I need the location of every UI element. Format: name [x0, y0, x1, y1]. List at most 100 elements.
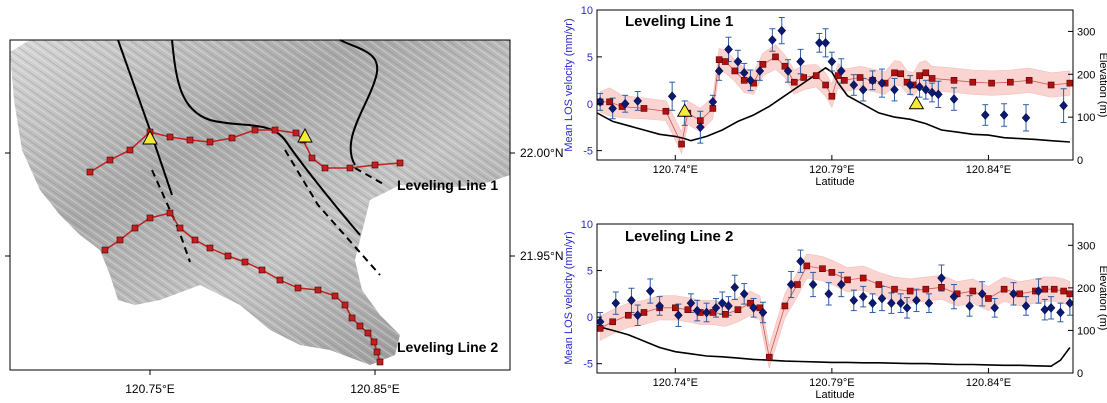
- insar-point: [1021, 112, 1031, 123]
- leveling-point: [950, 77, 958, 84]
- route-station-marker: [271, 126, 279, 134]
- leveling-point: [891, 69, 898, 77]
- insar-point: [915, 81, 924, 92]
- insar-point: [739, 67, 749, 78]
- leveling-point: [922, 285, 930, 293]
- leveling-point: [1047, 81, 1055, 89]
- chart-line-1: 120.74°E 120.79°E 120.84°E-505100100200300…: [563, 5, 1107, 188]
- map-label-line-1: Leveling Line 1: [397, 177, 498, 193]
- insar-point: [821, 37, 830, 48]
- route-station-marker: [373, 348, 381, 356]
- insar-point: [708, 96, 718, 107]
- insar-point: [746, 75, 755, 86]
- insar-point: [733, 56, 743, 67]
- leveling-point: [759, 61, 767, 68]
- leveling-point: [1007, 78, 1014, 86]
- route-markers: [86, 126, 404, 366]
- route-station-marker: [186, 136, 194, 144]
- y-tick-label: 5: [587, 266, 593, 278]
- insar-point: [633, 310, 643, 321]
- leveling-point: [969, 287, 977, 295]
- leveling-point: [684, 306, 692, 313]
- insar-point: [924, 298, 934, 309]
- leveling-point: [772, 53, 779, 61]
- leveling-point: [678, 140, 685, 148]
- right-tick-label: 100: [1077, 325, 1095, 337]
- insar-point: [849, 80, 859, 90]
- line-2-right-axis-label: Elevation (m): [1097, 266, 1107, 331]
- route-station-marker: [86, 168, 94, 176]
- leveling-point: [606, 98, 613, 106]
- x-tick-label: 120.84°E: [966, 377, 1011, 389]
- route-station-marker: [191, 236, 199, 244]
- leveling-point: [640, 309, 648, 316]
- map-triangle-east: [297, 128, 313, 143]
- insar-point: [702, 307, 711, 318]
- route-station-marker: [371, 161, 379, 169]
- chart-line-2: 120.74°E 120.79°E 120.84°E-505100100200300…: [563, 219, 1107, 401]
- route-station-marker: [176, 224, 184, 232]
- insar-point: [758, 307, 768, 318]
- leveling-point: [625, 311, 632, 319]
- insar-point: [608, 103, 617, 114]
- insar-point: [686, 298, 696, 309]
- insar-point: [1046, 302, 1056, 313]
- route-station-marker: [228, 134, 236, 142]
- insar-point: [627, 295, 636, 306]
- route-station-marker: [106, 156, 114, 164]
- map-triangle-west: [142, 130, 158, 145]
- insar-point: [836, 279, 846, 290]
- leveling-point: [790, 78, 798, 86]
- leveling-point: [671, 304, 679, 312]
- right-tick-label: 0: [1077, 368, 1083, 380]
- insar-point: [824, 288, 834, 299]
- route-station-marker: [331, 292, 339, 300]
- leveling-point: [715, 56, 723, 63]
- route-station-marker: [101, 246, 109, 254]
- insar-point: [1034, 286, 1043, 296]
- route-station-marker: [224, 252, 232, 260]
- insar-point: [739, 288, 749, 299]
- insar-point: [755, 66, 765, 76]
- leveling-point: [1066, 290, 1073, 298]
- insar-point: [730, 282, 740, 293]
- leveling-point: [812, 72, 820, 79]
- leveling-point: [819, 265, 826, 273]
- leveling-point: [875, 281, 883, 288]
- insar-point: [890, 84, 899, 95]
- map-y-tick-2: 21.95°N: [520, 249, 564, 263]
- insar-point: [696, 122, 705, 133]
- route-station-marker: [348, 314, 356, 322]
- route-station-marker: [346, 164, 354, 172]
- leveling-point: [856, 74, 864, 81]
- y-tick-label: 0: [587, 99, 593, 111]
- leveling-point: [803, 262, 811, 270]
- insar-point: [714, 66, 724, 76]
- insar-point: [1056, 307, 1065, 318]
- leveling-point: [841, 77, 848, 84]
- route-station-marker: [241, 258, 249, 266]
- leveling-point: [938, 284, 945, 291]
- insar-point: [796, 56, 805, 67]
- leveling-point: [988, 79, 995, 87]
- leveling-route-2: [104, 212, 381, 363]
- insar-point: [796, 256, 805, 267]
- route-station-marker: [356, 322, 364, 330]
- x-tick-label: 120.79°E: [809, 164, 854, 176]
- route-station-marker: [292, 129, 300, 137]
- leveling-point: [969, 78, 977, 86]
- right-tick-label: 300: [1077, 240, 1095, 252]
- route-station-marker: [276, 276, 284, 284]
- insar-point: [724, 44, 733, 55]
- route-station-marker: [258, 266, 266, 274]
- x-tick-label: 120.74°E: [653, 164, 698, 176]
- leveling-point: [1060, 287, 1067, 295]
- insar-point: [1021, 301, 1031, 311]
- leveling-point: [1050, 285, 1058, 293]
- insar-point: [777, 25, 787, 36]
- line-1-x-axis-label: Latitude: [815, 176, 854, 188]
- line-2-chart-title: Leveling Line 2: [625, 228, 733, 245]
- insar-point: [827, 56, 837, 67]
- leveling-point: [609, 318, 616, 326]
